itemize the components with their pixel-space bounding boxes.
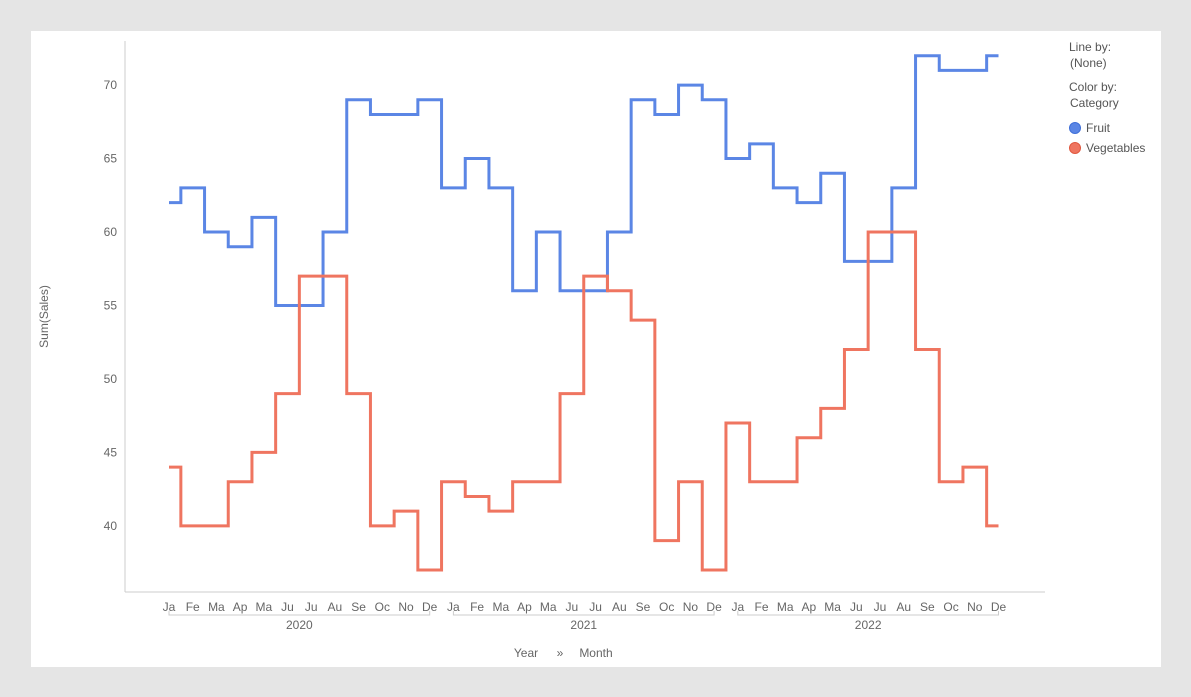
year-bracket xyxy=(737,611,999,616)
x-tick-label: Ma xyxy=(208,600,225,614)
year-bracket xyxy=(168,611,431,616)
y-tick-label: 60 xyxy=(104,225,118,239)
x-tick-label: Fe xyxy=(470,600,484,614)
legend-item-fruit[interactable]: Fruit xyxy=(1069,119,1145,137)
fruit-swatch-icon xyxy=(1069,122,1081,134)
x-tick-label: Ma xyxy=(777,600,794,614)
legend-item-label: Vegetables xyxy=(1086,141,1146,155)
x-tick-label: Ma xyxy=(255,600,272,614)
x-tick-label: Ju xyxy=(850,600,863,614)
x-tick-label: Ap xyxy=(233,600,248,614)
x-tick-label: Au xyxy=(328,600,343,614)
series-line-vegetables[interactable] xyxy=(169,230,999,572)
x-tick-label: Ju xyxy=(305,600,318,614)
legend-line-by-label[interactable]: Line by: xyxy=(1069,40,1112,54)
x-tick-label: Se xyxy=(351,600,366,614)
x-tick-label: Ju xyxy=(874,600,887,614)
x-year-label: 2021 xyxy=(570,618,597,632)
year-bracket xyxy=(452,611,715,616)
legend-item-label: Fruit xyxy=(1086,121,1110,135)
x-tick-label: Au xyxy=(896,600,911,614)
x-tick-label: Ma xyxy=(492,600,509,614)
labels-layer: 40 45 50 55 60 65 70 Sum(Sales) Ja Fe Ma Ap Ma Ju Ju Au… xyxy=(37,78,1006,660)
x-tick-label: Oc xyxy=(375,600,390,614)
x-tick-label: Ja xyxy=(163,600,176,614)
x-tick-label: De xyxy=(422,600,438,614)
x-tick-label: No xyxy=(683,600,699,614)
chart-canvas: 40 45 50 55 60 65 70 Sum(Sales) Ja Fe Ma Ap Ma Ju Ju Au… xyxy=(37,41,1045,660)
x-tick-label: Ap xyxy=(517,600,532,614)
x-tick-label: Ma xyxy=(824,600,841,614)
x-tick-label: Au xyxy=(612,600,627,614)
y-axis-title[interactable]: Sum(Sales) xyxy=(37,285,51,348)
y-tick-label: 50 xyxy=(104,372,118,386)
legend-item-vegetables[interactable]: Vegetables xyxy=(1069,139,1145,157)
legend-color-by-label[interactable]: Color by: xyxy=(1069,80,1118,94)
legend-line-by-value[interactable]: (None) xyxy=(1070,56,1107,70)
x-year-label: 2020 xyxy=(286,618,313,632)
x-axis-title-part[interactable]: Month xyxy=(579,646,612,660)
y-tick-label: 55 xyxy=(104,298,118,312)
vegetables-swatch-icon xyxy=(1069,142,1081,154)
series-layer xyxy=(169,54,999,572)
chart-panel: 40 45 50 55 60 65 70 Sum(Sales) Ja Fe Ma Ap Ma Ju Ju Au… xyxy=(31,31,1161,667)
x-tick-label: Se xyxy=(636,600,651,614)
x-tick-label: Fe xyxy=(754,600,768,614)
x-tick-label: Ap xyxy=(802,600,817,614)
x-tick-label: Se xyxy=(920,600,935,614)
x-tick-label: No xyxy=(967,600,983,614)
x-tick-label: De xyxy=(991,600,1007,614)
axes xyxy=(124,41,1045,616)
x-tick-label: Ja xyxy=(447,600,460,614)
y-tick-label: 40 xyxy=(104,519,118,533)
x-tick-label: Ju xyxy=(281,600,294,614)
x-tick-label: De xyxy=(706,600,722,614)
x-tick-label: Ma xyxy=(540,600,557,614)
x-year-label: 2022 xyxy=(855,618,882,632)
x-tick-label: Ju xyxy=(566,600,579,614)
y-tick-label: 70 xyxy=(104,78,118,92)
legend: Line by: (None) Color by: Category Fruit… xyxy=(1069,39,1145,157)
legend-color-by-value[interactable]: Category xyxy=(1070,96,1119,110)
y-tick-label: 65 xyxy=(104,152,118,166)
x-tick-label: Oc xyxy=(659,600,674,614)
x-axis-title-part[interactable]: Year xyxy=(514,646,538,660)
x-tick-label: Fe xyxy=(186,600,200,614)
x-axis-separator[interactable]: » xyxy=(557,646,564,660)
x-tick-label: Ju xyxy=(589,600,602,614)
x-tick-label: Ja xyxy=(731,600,744,614)
x-tick-label: Oc xyxy=(943,600,958,614)
x-tick-label: No xyxy=(398,600,414,614)
y-tick-label: 45 xyxy=(104,445,118,459)
series-line-fruit[interactable] xyxy=(169,54,999,307)
